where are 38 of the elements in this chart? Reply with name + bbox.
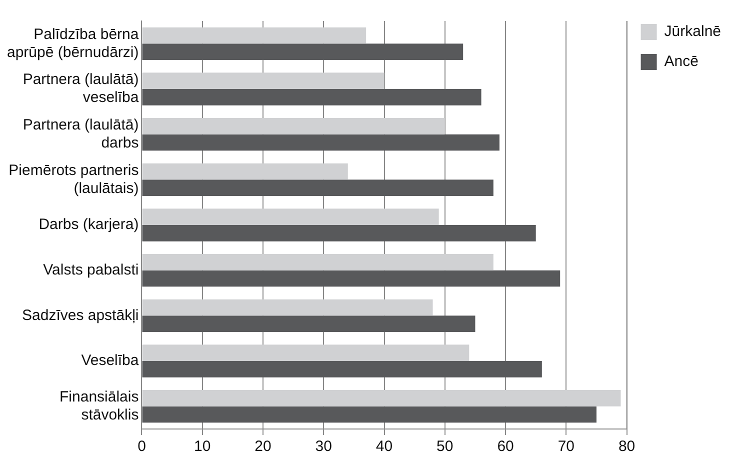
bar xyxy=(142,44,464,60)
x-tick-label: 70 xyxy=(558,438,575,456)
y-tick-label: Valsts pabalsti xyxy=(43,261,139,278)
y-tick-label: Piemērots partneris (laulātais) xyxy=(8,162,139,197)
x-tick-label: 40 xyxy=(376,438,393,456)
x-tick-label: 10 xyxy=(194,438,211,456)
bar xyxy=(142,72,384,89)
bar xyxy=(142,89,482,106)
x-tick-label: 20 xyxy=(254,438,272,456)
bar xyxy=(142,225,536,242)
bar xyxy=(142,270,560,287)
bar xyxy=(142,27,366,44)
bar xyxy=(142,344,470,361)
x-tick-label: 0 xyxy=(138,438,146,456)
x-tick-label: 30 xyxy=(315,438,332,456)
bar xyxy=(142,390,621,406)
y-tick-label: Veselība xyxy=(81,352,140,370)
legend-label: Ancē xyxy=(664,53,699,70)
bar xyxy=(142,163,348,180)
y-tick-label: Partnera (laulātā) darbs xyxy=(22,116,139,152)
x-tick-label: 60 xyxy=(497,438,514,456)
x-tick-label: 50 xyxy=(436,438,454,456)
bar xyxy=(142,406,596,423)
bar xyxy=(142,134,500,151)
bar xyxy=(142,316,476,332)
bar xyxy=(142,180,494,196)
bar xyxy=(142,208,439,225)
bar xyxy=(142,299,433,316)
y-tick-label: Finansiālais stāvoklis xyxy=(60,388,139,424)
bar xyxy=(142,118,445,134)
x-tick-label: 80 xyxy=(618,438,636,456)
y-tick-label: Sadzīves apstākļi xyxy=(22,306,139,324)
y-tick-label: Partnera (laulātā) veselība xyxy=(22,71,140,106)
y-tick-label: Palīdzība bērna aprūpē (bērnudārzi) xyxy=(6,26,140,61)
bar xyxy=(142,254,494,270)
legend-label: Jūrkalnē xyxy=(664,23,722,40)
y-tick-label: Darbs (karjera) xyxy=(38,216,139,234)
bar xyxy=(142,361,542,378)
